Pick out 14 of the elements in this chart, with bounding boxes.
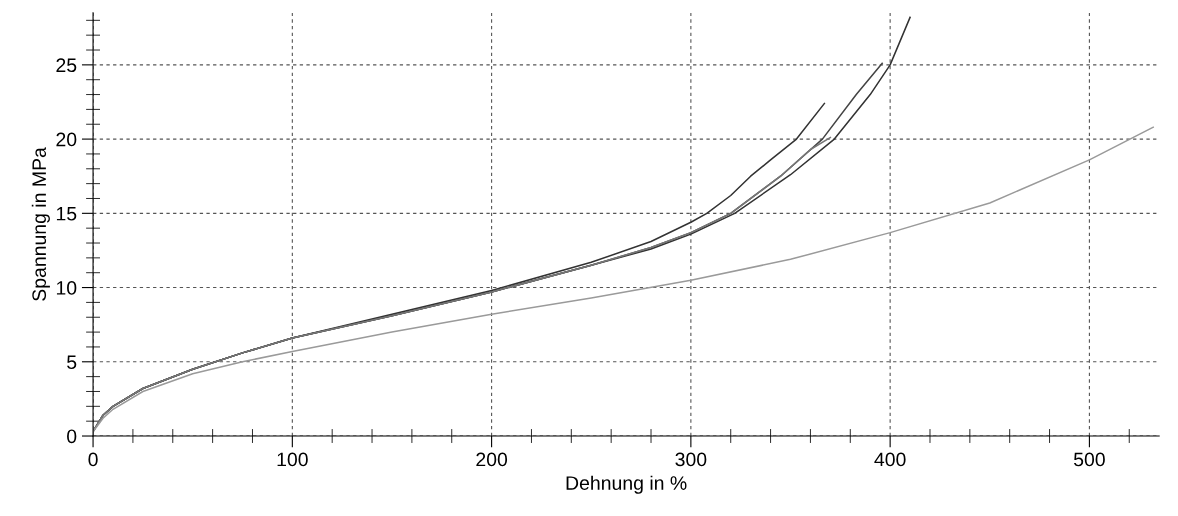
x-tick-label: 100 — [277, 452, 308, 467]
x-tick-label: 300 — [675, 452, 707, 467]
y-axis-title: Spannung in MPa — [31, 147, 50, 301]
y-tick-label: 10 — [56, 281, 77, 295]
y-tick-label: 20 — [56, 132, 77, 147]
x-axis-title: Dehnung in % — [566, 475, 687, 494]
x-tick-label: 200 — [476, 452, 508, 467]
x-tick-label: 500 — [1073, 452, 1105, 467]
y-tick-label: 25 — [56, 58, 77, 73]
x-tick-label: 0 — [88, 452, 98, 467]
y-tick-label: 15 — [56, 206, 77, 221]
x-tick-label: 400 — [874, 452, 906, 467]
y-tick-label: 0 — [67, 429, 77, 444]
y-tick-label: 5 — [67, 355, 77, 370]
